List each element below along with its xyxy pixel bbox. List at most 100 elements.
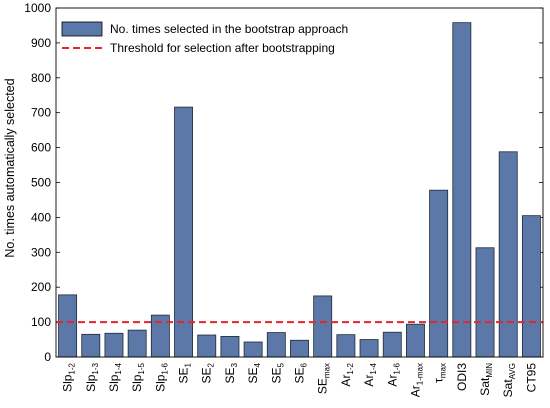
x-label-sub: 1-2 xyxy=(346,362,355,374)
x-label-sub: 2 xyxy=(207,362,216,367)
x-label-sub: max xyxy=(439,363,448,378)
bar-se5 xyxy=(266,332,286,358)
bar-se4 xyxy=(243,341,263,358)
x-label-sub: MIN xyxy=(485,363,494,378)
x-label-base: CT95 xyxy=(524,363,538,393)
x-label-base: SE xyxy=(177,367,191,383)
x-label-base: Slp xyxy=(61,374,75,392)
bar-satavg xyxy=(498,151,518,358)
x-label-base: SE xyxy=(316,378,330,394)
x-label-sub: 6 xyxy=(300,362,309,367)
legend: No. times selected in the bootstrap appr… xyxy=(61,21,348,55)
x-tick-label-se1: SE1 xyxy=(177,362,193,383)
x-label-base: Ar xyxy=(339,375,353,387)
y-tick-label: 200 xyxy=(31,280,51,294)
x-label-sub: 1-3 xyxy=(91,362,100,374)
bar-se2 xyxy=(197,334,217,358)
x-tick-label-slp14: Slp1-4 xyxy=(107,362,123,391)
x-label-sub: 3 xyxy=(230,362,239,367)
x-label-sub: 1 xyxy=(184,362,193,367)
x-label-sub: 1-5 xyxy=(137,362,146,374)
x-label-sub: 4 xyxy=(253,362,262,367)
x-label-sub: 5 xyxy=(276,362,285,367)
x-tick-label-satavg: SatAVG xyxy=(501,363,517,397)
x-tick-label-ar14: Ar1-4 xyxy=(362,362,378,386)
bars-layer xyxy=(58,22,541,358)
x-tick-label-se5: SE5 xyxy=(269,362,285,383)
x-label-base: SE xyxy=(223,367,237,383)
x-label-base: Slp xyxy=(130,374,144,392)
bar-slp13 xyxy=(81,333,101,358)
x-label-base: Slp xyxy=(107,374,121,392)
x-label-sub: 1-4 xyxy=(369,362,378,374)
x-label-base: Ar xyxy=(385,375,399,387)
x-tick-label-ar1max: Ar1-max xyxy=(408,363,424,397)
bar-ar14 xyxy=(359,339,379,358)
x-tick-label-ct95: CT95 xyxy=(524,363,538,393)
x-label-sub: 1-4 xyxy=(114,362,123,374)
legend-label-threshold: Threshold for selection after bootstrapp… xyxy=(110,41,335,55)
bar-ar12 xyxy=(336,334,356,358)
y-tick-label: 900 xyxy=(31,36,51,50)
bar-odi3 xyxy=(452,22,472,358)
x-label-base: Sat xyxy=(501,379,515,398)
x-label-sub: 1-max xyxy=(415,363,424,385)
legend-swatch-bar xyxy=(61,21,103,37)
x-label-base: Slp xyxy=(84,374,98,392)
x-tick-label-se2: SE2 xyxy=(200,362,216,383)
x-tick-label-slp12: Slp1-2 xyxy=(61,362,77,391)
y-tick-label: 600 xyxy=(31,141,51,155)
x-label-base: Sat xyxy=(478,377,492,396)
bar-se1 xyxy=(174,106,193,358)
axes-layer: 0 100 200 300 400 500 600 700 800 900 1000 xyxy=(24,1,543,364)
y-tick-label: 500 xyxy=(31,176,51,190)
y-tick-label: 400 xyxy=(31,210,51,224)
plot-frame xyxy=(55,7,544,358)
x-tick-label-ar16: Ar1-6 xyxy=(385,362,401,386)
y-tick-label: 300 xyxy=(31,245,51,259)
x-tick-label-se3: SE3 xyxy=(223,362,239,383)
frame-layer xyxy=(55,7,544,358)
y-axis-title: No. times automatically selected xyxy=(3,78,17,257)
x-tick-label-ar12: Ar1-2 xyxy=(339,362,355,386)
y-tick-label: 0 xyxy=(44,350,51,364)
x-label-base: Ar xyxy=(362,375,376,387)
x-label-base: Ar xyxy=(408,385,422,397)
x-tick-label-slp13: Slp1-3 xyxy=(84,362,100,391)
legend-label-bars: No. times selected in the bootstrap appr… xyxy=(110,22,348,36)
x-label-base: τ xyxy=(432,378,446,383)
bar-se3 xyxy=(220,336,240,358)
x-label-sub: 1-2 xyxy=(68,362,77,374)
x-label-base: SE xyxy=(293,367,307,383)
bar-ct95 xyxy=(521,215,541,358)
x-tick-label-se4: SE4 xyxy=(246,362,262,383)
bar-semax xyxy=(313,295,333,358)
x-label-base: Slp xyxy=(153,374,167,392)
bar-se6 xyxy=(290,339,309,358)
y-tick-label: 100 xyxy=(31,315,51,329)
bar-slp15 xyxy=(127,329,147,358)
x-label-sub: 1-6 xyxy=(160,362,169,374)
bar-slp14 xyxy=(104,332,124,358)
y-tick-label: 700 xyxy=(31,106,51,120)
x-label-base: SE xyxy=(269,367,283,383)
bar-ar1max xyxy=(406,323,425,358)
bar-taumax xyxy=(429,189,449,358)
y-tick-label: 800 xyxy=(31,71,51,85)
x-label-sub: max xyxy=(323,363,332,378)
bar-satmin xyxy=(475,247,495,358)
x-label-base: SE xyxy=(246,367,260,383)
bar-ar16 xyxy=(382,331,402,358)
x-label-base: SE xyxy=(200,367,214,383)
x-tick-label-slp16: Slp1-6 xyxy=(153,362,169,391)
x-tick-label-taumax: τmax xyxy=(432,363,448,383)
x-label-sub: AVG xyxy=(508,363,517,379)
x-label-base: ODI3 xyxy=(455,363,469,391)
x-tick-label-slp15: Slp1-5 xyxy=(130,362,146,391)
x-tick-label-odi3: ODI3 xyxy=(455,363,469,391)
bar-slp12 xyxy=(58,294,78,358)
x-label-sub: 1-6 xyxy=(392,362,401,374)
x-tick-label-satmin: SatMIN xyxy=(478,363,494,396)
